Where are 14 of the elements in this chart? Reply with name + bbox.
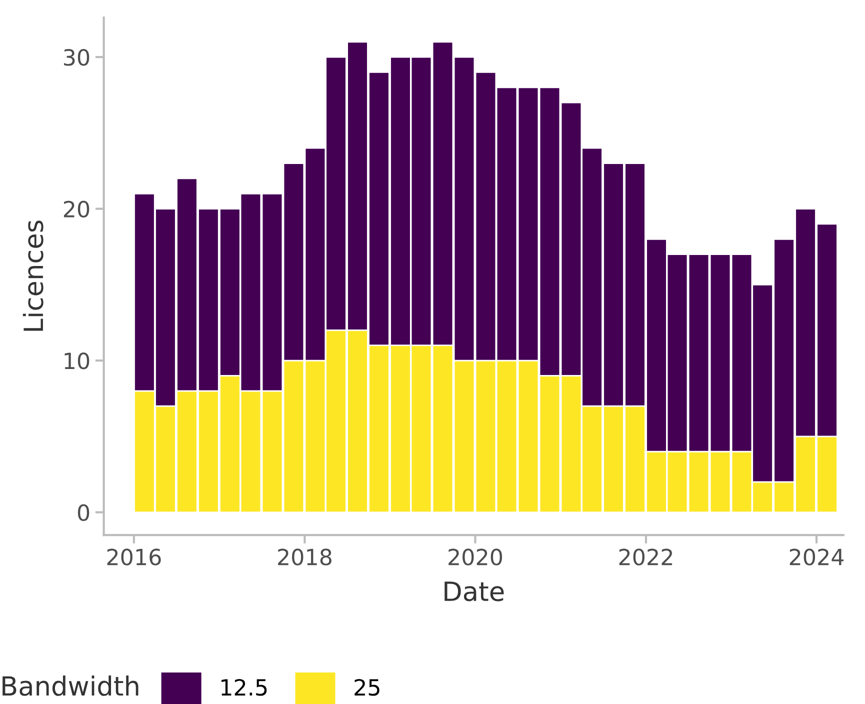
x-axis-title: Date: [444, 582, 504, 602]
y-axis-title: Licences: [22, 220, 44, 331]
x-tick-label: 2018: [278, 548, 332, 566]
x-tick-label: 2024: [790, 548, 844, 566]
x-tick-label: 2016: [107, 548, 161, 566]
x-tick-label: 2020: [448, 548, 502, 566]
x-tick-label: 2022: [619, 548, 672, 566]
y-tick-label: 10: [64, 352, 90, 370]
legend-label: 25: [354, 678, 380, 696]
legend-title: Bandwidth: [2, 676, 138, 696]
legend-label: 12.5: [222, 678, 267, 696]
y-tick-label: 20: [64, 200, 90, 218]
y-tick-label: 30: [64, 49, 90, 66]
y-tick-label: 0: [78, 504, 90, 522]
